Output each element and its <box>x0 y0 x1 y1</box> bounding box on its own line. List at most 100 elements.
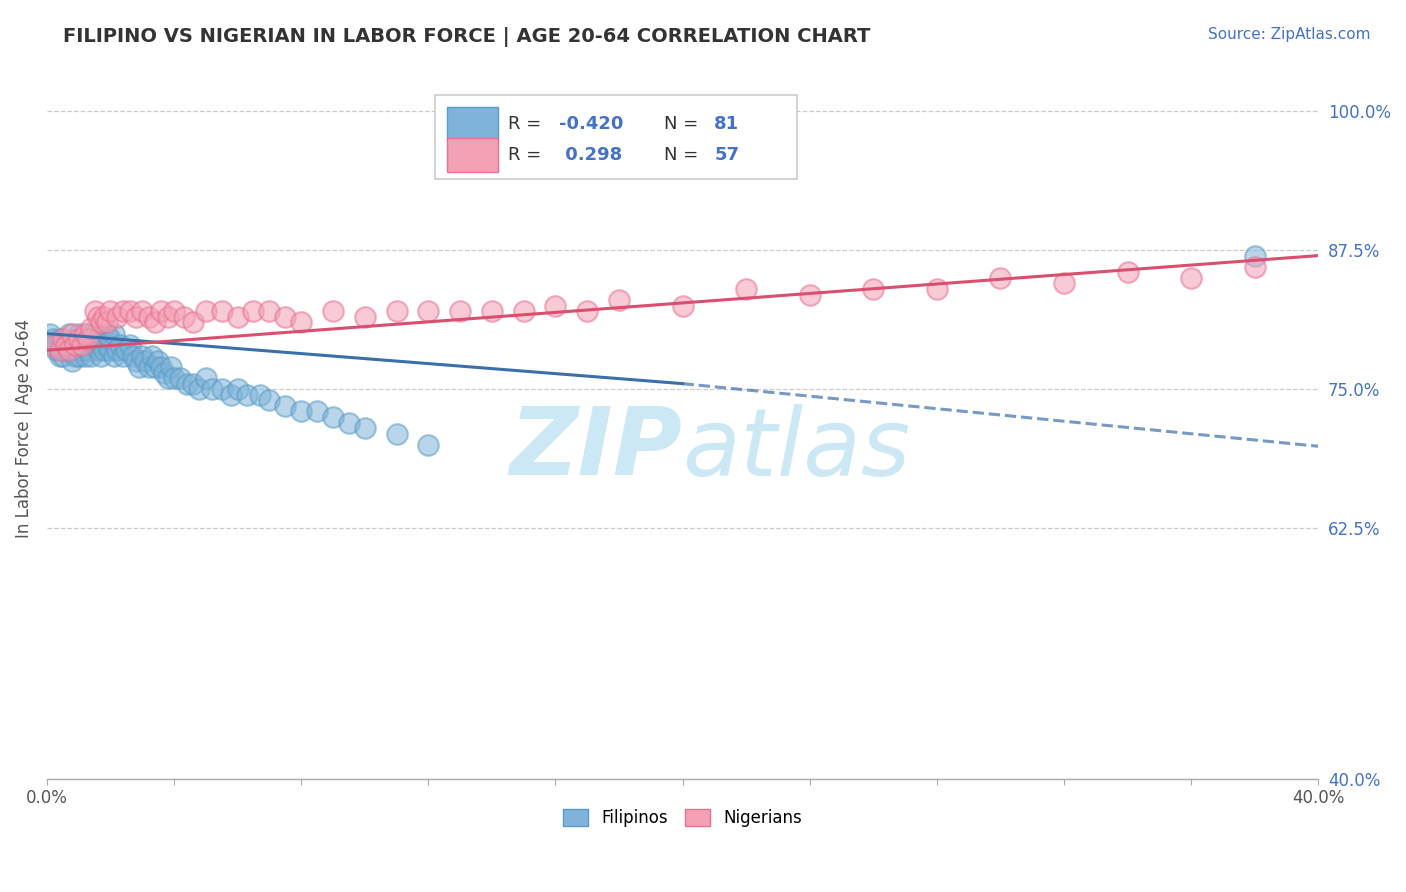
Point <box>188 382 211 396</box>
Point <box>156 371 179 385</box>
Point <box>83 326 105 341</box>
Point <box>274 310 297 324</box>
Point <box>671 299 693 313</box>
Point <box>48 343 70 358</box>
Point <box>176 376 198 391</box>
Point <box>862 282 884 296</box>
Point <box>80 349 103 363</box>
Point <box>73 326 96 341</box>
Point <box>65 337 87 351</box>
Point <box>112 349 135 363</box>
Point <box>150 304 173 318</box>
Point <box>607 293 630 307</box>
Point <box>93 343 115 358</box>
Point <box>48 332 70 346</box>
Point <box>236 388 259 402</box>
Text: 0.298: 0.298 <box>560 146 623 164</box>
Point <box>83 304 105 318</box>
Text: N =: N = <box>664 115 703 133</box>
Point <box>96 326 118 341</box>
Point <box>259 393 281 408</box>
Point <box>100 304 122 318</box>
Point <box>73 337 96 351</box>
Point <box>58 337 80 351</box>
Point <box>163 371 186 385</box>
Point <box>90 349 112 363</box>
Point <box>194 304 217 318</box>
Text: 81: 81 <box>714 115 740 133</box>
Point <box>481 304 503 318</box>
Point <box>449 304 471 318</box>
Point <box>121 349 143 363</box>
Point <box>274 399 297 413</box>
Point <box>65 337 87 351</box>
Point <box>70 332 93 346</box>
Point <box>143 359 166 374</box>
Point <box>1116 265 1139 279</box>
Point <box>96 315 118 329</box>
Text: ZIP: ZIP <box>510 403 682 495</box>
Point <box>418 304 440 318</box>
Point <box>799 287 821 301</box>
Point <box>259 304 281 318</box>
Point <box>52 349 75 363</box>
Point <box>322 304 344 318</box>
Point <box>118 304 141 318</box>
Point <box>134 354 156 368</box>
Point <box>73 349 96 363</box>
Legend: Filipinos, Nigerians: Filipinos, Nigerians <box>557 802 808 834</box>
Point <box>138 359 160 374</box>
Point <box>45 343 67 358</box>
Point <box>52 332 75 346</box>
Point <box>211 382 233 396</box>
Point <box>105 310 128 324</box>
Point <box>112 304 135 318</box>
Point <box>290 404 312 418</box>
Point <box>169 371 191 385</box>
Point <box>67 349 90 363</box>
Point <box>108 337 131 351</box>
Point <box>48 349 70 363</box>
Point <box>67 326 90 341</box>
Point <box>128 359 150 374</box>
Point <box>39 326 62 341</box>
Text: 57: 57 <box>714 146 740 164</box>
FancyBboxPatch shape <box>447 138 498 172</box>
Point <box>181 315 204 329</box>
Point <box>576 304 599 318</box>
Point <box>87 332 110 346</box>
Point <box>80 321 103 335</box>
Y-axis label: In Labor Force | Age 20-64: In Labor Force | Age 20-64 <box>15 318 32 538</box>
Point <box>219 388 242 402</box>
Point <box>131 304 153 318</box>
Point <box>1243 249 1265 263</box>
Point <box>163 304 186 318</box>
Text: R =: R = <box>509 115 547 133</box>
Point <box>87 343 110 358</box>
Point <box>1243 260 1265 274</box>
Point <box>173 310 195 324</box>
Point <box>156 310 179 324</box>
Point <box>77 332 100 346</box>
Point <box>242 304 264 318</box>
FancyBboxPatch shape <box>447 107 498 141</box>
Point <box>87 310 110 324</box>
Point <box>55 343 77 358</box>
Point <box>322 410 344 425</box>
Point <box>125 354 148 368</box>
Point <box>58 326 80 341</box>
Point <box>118 337 141 351</box>
Point <box>353 421 375 435</box>
Point <box>96 337 118 351</box>
Point <box>160 359 183 374</box>
Point <box>307 404 329 418</box>
Point <box>153 366 176 380</box>
Point <box>100 332 122 346</box>
Point <box>1180 271 1202 285</box>
Point <box>249 388 271 402</box>
Point <box>55 337 77 351</box>
Point <box>138 310 160 324</box>
Point <box>93 332 115 346</box>
Point <box>65 349 87 363</box>
Point <box>52 343 75 358</box>
